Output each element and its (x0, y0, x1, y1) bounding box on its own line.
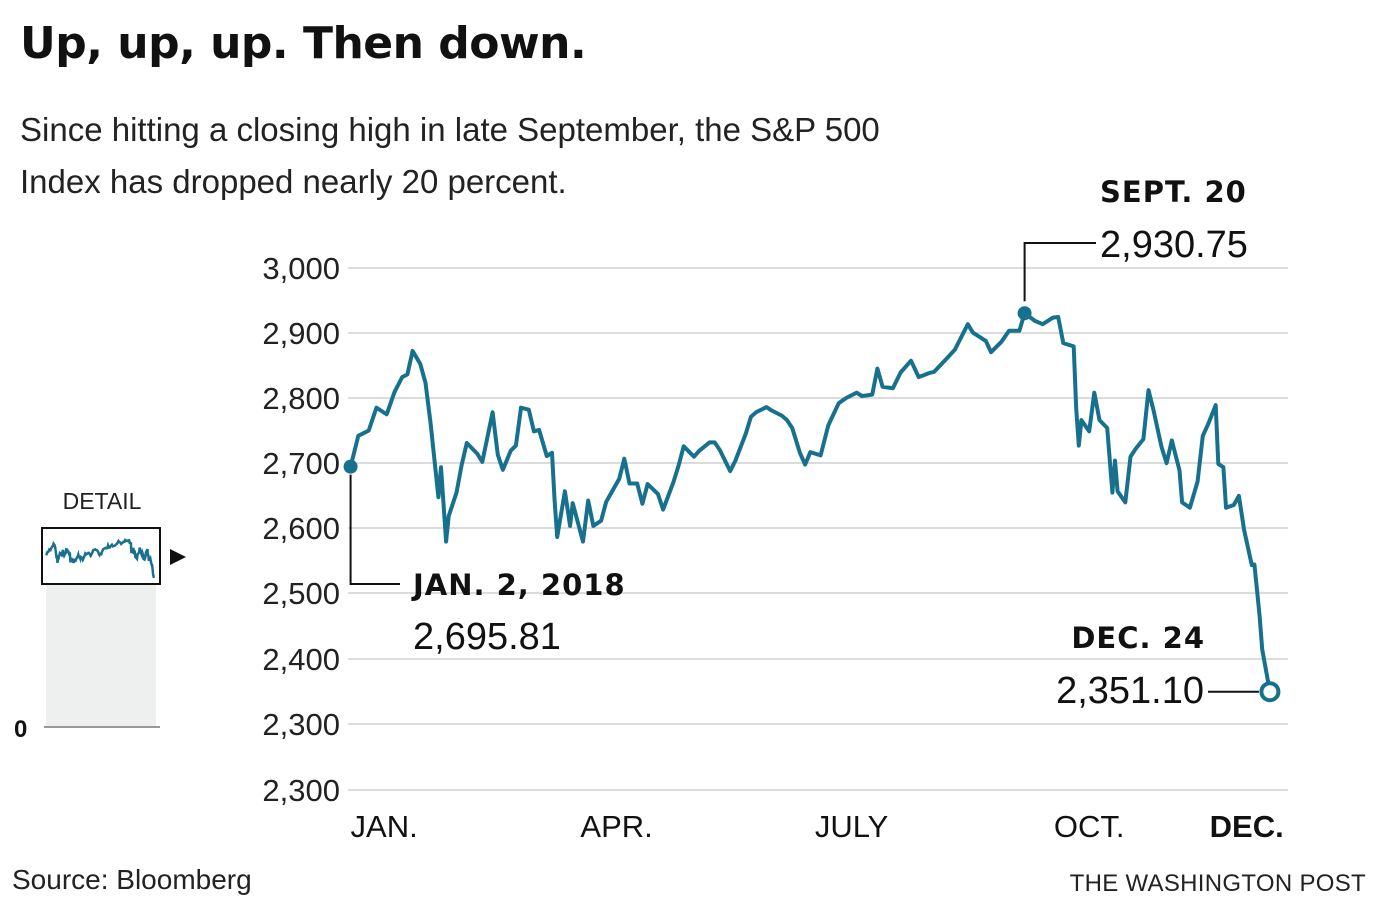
source-credit: Source: Bloomberg (12, 864, 252, 895)
start-value-label: 2,695.81 (413, 616, 561, 658)
inset-detail-label: DETAIL (63, 488, 142, 514)
start-point-marker (343, 459, 358, 474)
y-tick-label: 2,600 (262, 511, 340, 546)
y-tick-label: 2,900 (262, 316, 340, 351)
annotations: JAN. 2, 2018 2,695.81 SEPT. 20 2,930.75 DEC.… (343, 175, 1281, 712)
start-leader-line (349, 474, 400, 585)
x-tick-label: JULY (815, 809, 889, 844)
y-tick-label: 2,300 (262, 707, 340, 742)
publisher-credit: THE WASHINGTON POST (1069, 870, 1366, 897)
y-tick-label: 3,000 (262, 251, 340, 286)
start-date-label: JAN. 2, 2018 (411, 568, 626, 602)
x-tick-label: DEC. (1210, 809, 1284, 844)
y-tick-label: 2,500 (262, 576, 340, 611)
x-axis-tick-labels: JAN. APR. JULY OCT. DEC. (351, 809, 1284, 844)
sp500-series-line (348, 311, 1272, 693)
x-tick-label: APR. (580, 809, 652, 844)
peak-point-marker (1017, 306, 1032, 321)
inset-background (46, 584, 156, 726)
headline: Up, up, up. Then down. (20, 18, 587, 69)
y-tick-label: 2,800 (262, 381, 340, 416)
peak-date-label: SEPT. 20 (1100, 175, 1247, 209)
x-tick-label: JAN. (351, 809, 418, 844)
inset-series-line (45, 538, 156, 579)
inset-pointer-icon (170, 549, 186, 565)
y-tick-label: 2,300 (262, 773, 340, 808)
peak-leader-line (1023, 242, 1096, 302)
detail-inset: DETAIL 0 (14, 488, 186, 743)
end-value-label: 2,351.10 (1056, 670, 1204, 712)
end-point-marker (1259, 681, 1281, 703)
y-tick-label: 2,700 (262, 446, 340, 481)
x-tick-label: OCT. (1054, 809, 1125, 844)
y-tick-label: 2,400 (262, 642, 340, 677)
peak-value-label: 2,930.75 (1100, 224, 1248, 266)
inset-zero-label: 0 (14, 716, 27, 743)
end-date-label: DEC. 24 (1071, 621, 1205, 655)
subheadline: Since hitting a closing high in late Sep… (20, 111, 880, 200)
y-axis-tick-labels: 3,000 2,900 2,800 2,700 2,600 2,500 2,400 2,300… (262, 251, 340, 808)
series-layer (348, 311, 1272, 693)
